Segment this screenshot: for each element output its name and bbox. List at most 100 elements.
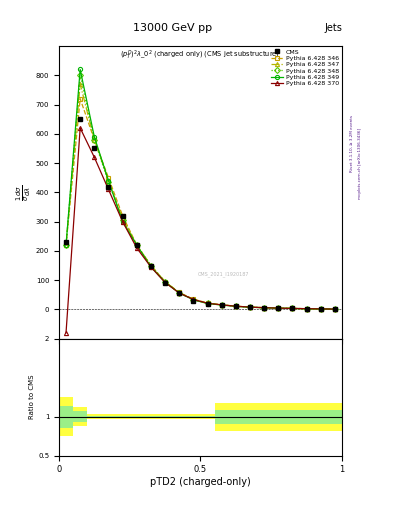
Pythia 6.428 370 [191,296,196,303]
Line: CMS: CMS [64,117,337,311]
CMS [205,301,210,307]
CMS [163,280,167,286]
Pythia 6.428 370 [248,304,252,310]
Pythia 6.428 348 [332,306,337,312]
CMS [219,302,224,308]
Pythia 6.428 370 [177,290,182,296]
Pythia 6.428 348 [191,296,196,303]
CMS [106,183,111,189]
Pythia 6.428 346 [149,263,153,269]
Pythia 6.428 348 [304,306,309,312]
Text: Rivet 3.1.10, ≥ 3.2M events: Rivet 3.1.10, ≥ 3.2M events [350,115,354,172]
CMS [304,306,309,312]
Pythia 6.428 370 [163,280,167,286]
Pythia 6.428 370 [276,305,281,311]
Text: CMS_2021_I1920187: CMS_2021_I1920187 [197,271,249,277]
Pythia 6.428 349 [332,306,337,312]
Pythia 6.428 370 [262,305,266,311]
Pythia 6.428 349 [233,303,238,309]
Pythia 6.428 349 [205,301,210,307]
Pythia 6.428 349 [177,290,182,296]
Pythia 6.428 347 [262,305,266,311]
Y-axis label: Ratio to CMS: Ratio to CMS [29,375,35,419]
Pythia 6.428 346 [332,306,337,312]
Pythia 6.428 370 [92,154,97,160]
CMS [290,305,295,311]
Pythia 6.428 370 [290,305,295,311]
Pythia 6.428 370 [120,219,125,225]
Pythia 6.428 370 [106,186,111,193]
Pythia 6.428 349 [318,306,323,312]
Pythia 6.428 349 [276,305,281,311]
Pythia 6.428 347 [64,242,68,248]
Line: Pythia 6.428 349: Pythia 6.428 349 [64,68,337,311]
Pythia 6.428 348 [149,263,153,269]
Pythia 6.428 349 [191,296,196,303]
Pythia 6.428 348 [92,137,97,143]
Pythia 6.428 347 [233,303,238,309]
Pythia 6.428 348 [205,301,210,307]
CMS [134,242,139,248]
Pythia 6.428 347 [332,306,337,312]
Text: 13000 GeV pp: 13000 GeV pp [133,23,213,33]
Pythia 6.428 346 [163,279,167,285]
Line: Pythia 6.428 347: Pythia 6.428 347 [64,82,337,311]
Pythia 6.428 349 [64,242,68,248]
Pythia 6.428 370 [134,245,139,251]
Pythia 6.428 348 [262,305,266,311]
Pythia 6.428 349 [149,264,153,270]
CMS [318,306,323,312]
CMS [276,305,281,311]
Pythia 6.428 348 [120,217,125,223]
Pythia 6.428 349 [92,134,97,140]
Pythia 6.428 348 [106,179,111,185]
Pythia 6.428 347 [205,300,210,306]
Pythia 6.428 347 [92,137,97,143]
Pythia 6.428 348 [248,304,252,310]
CMS [149,263,153,269]
Pythia 6.428 349 [219,302,224,308]
Pythia 6.428 346 [177,289,182,295]
CMS [120,212,125,219]
Pythia 6.428 370 [205,300,210,306]
Pythia 6.428 348 [64,242,68,248]
CMS [248,304,252,310]
Pythia 6.428 347 [134,242,139,248]
Text: Jets: Jets [324,23,342,33]
Pythia 6.428 349 [262,305,266,311]
Pythia 6.428 346 [276,305,281,311]
Line: Pythia 6.428 346: Pythia 6.428 346 [64,97,337,311]
Pythia 6.428 348 [318,306,323,312]
Pythia 6.428 346 [318,306,323,312]
Line: Pythia 6.428 348: Pythia 6.428 348 [64,73,337,311]
Pythia 6.428 370 [149,264,153,270]
Text: mcplots.cern.ch [arXiv:1306.3436]: mcplots.cern.ch [arXiv:1306.3436] [358,129,362,199]
Pythia 6.428 347 [219,302,224,308]
Pythia 6.428 347 [304,306,309,312]
Legend: CMS, Pythia 6.428 346, Pythia 6.428 347, Pythia 6.428 348, Pythia 6.428 349, Pyt: CMS, Pythia 6.428 346, Pythia 6.428 347,… [269,48,340,88]
Pythia 6.428 349 [78,67,83,73]
Pythia 6.428 347 [163,279,167,285]
CMS [262,305,266,311]
Pythia 6.428 349 [304,306,309,312]
Pythia 6.428 349 [134,242,139,248]
Pythia 6.428 349 [248,304,252,310]
Pythia 6.428 347 [78,81,83,87]
Pythia 6.428 347 [177,290,182,296]
Pythia 6.428 346 [120,212,125,219]
Pythia 6.428 348 [134,242,139,248]
Pythia 6.428 347 [248,304,252,310]
Pythia 6.428 346 [92,137,97,143]
Pythia 6.428 347 [149,263,153,269]
Pythia 6.428 346 [78,96,83,102]
Pythia 6.428 346 [233,303,238,309]
Pythia 6.428 348 [78,72,83,78]
CMS [332,306,337,312]
Pythia 6.428 347 [290,305,295,311]
CMS [191,297,196,304]
Pythia 6.428 348 [276,305,281,311]
CMS [64,239,68,245]
Pythia 6.428 370 [304,306,309,312]
Pythia 6.428 348 [233,303,238,309]
Pythia 6.428 349 [163,279,167,285]
